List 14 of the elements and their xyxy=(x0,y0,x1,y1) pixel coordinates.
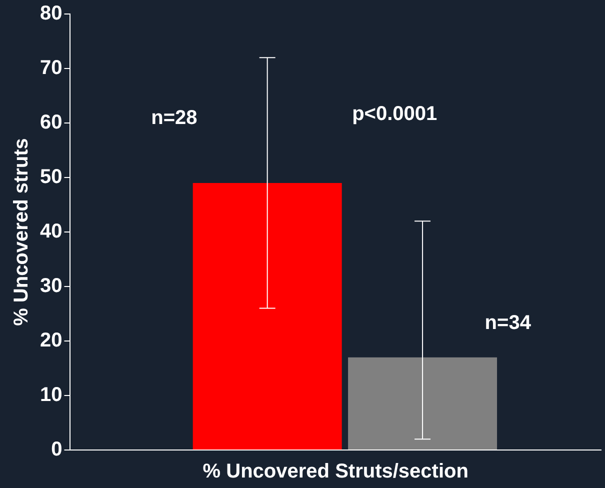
annotation: p<0.0001 xyxy=(352,102,438,125)
y-tick-label: 0 xyxy=(51,438,62,461)
y-tick-label: 60 xyxy=(40,112,62,134)
annotation: n=34 xyxy=(484,312,532,334)
y-tick-label: 10 xyxy=(40,384,62,406)
y-tick-label: 40 xyxy=(40,220,62,243)
y-tick-label: 70 xyxy=(40,57,62,80)
y-tick-label: 30 xyxy=(40,275,62,298)
annotation: n=28 xyxy=(151,107,198,130)
y-tick-label: 50 xyxy=(40,166,62,188)
y-tick-label: 80 xyxy=(40,2,62,25)
y-axis-title: % Uncovered struts xyxy=(10,138,33,326)
y-tick-label: 20 xyxy=(40,330,62,352)
x-axis-title: % Uncovered Struts/section xyxy=(202,460,468,483)
